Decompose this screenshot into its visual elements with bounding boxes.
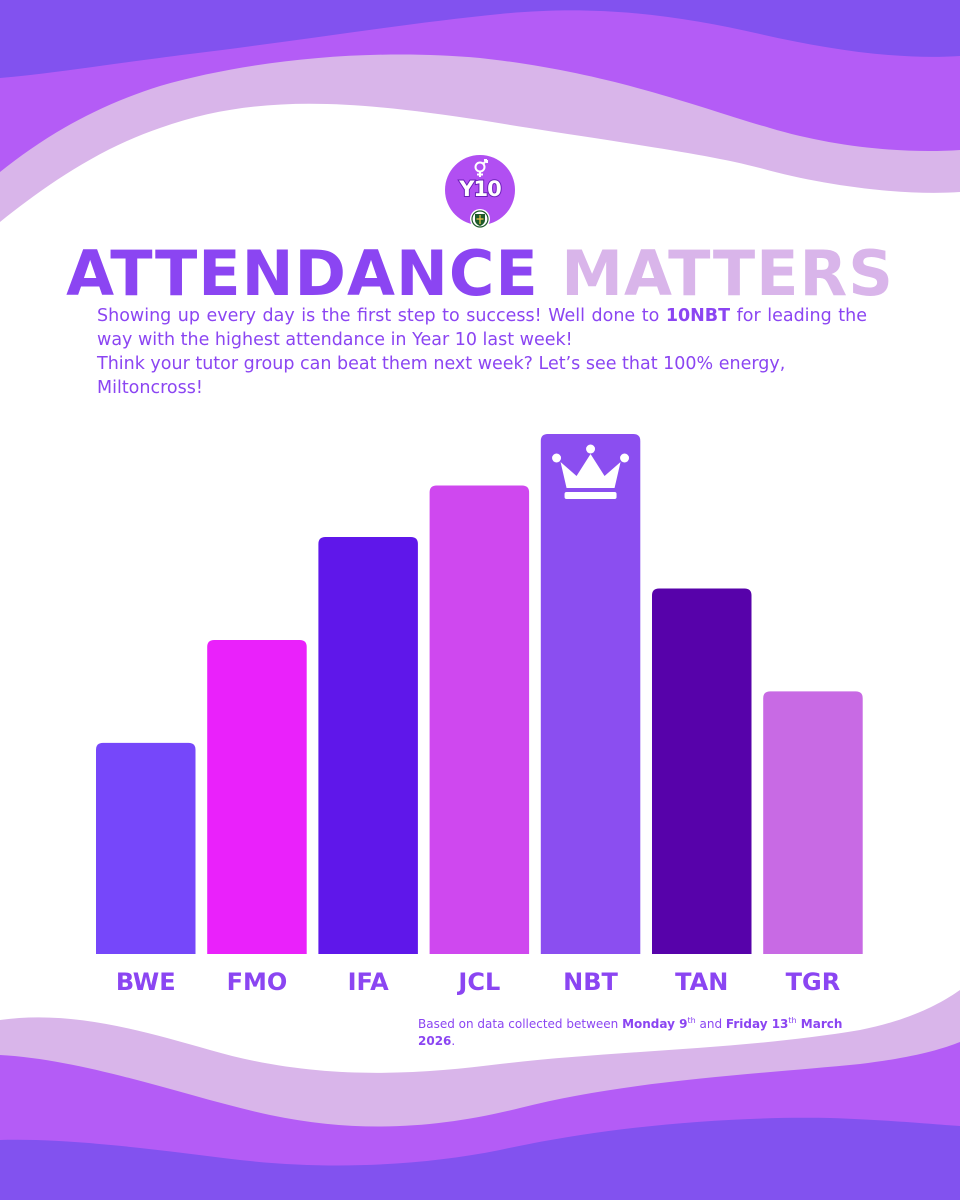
- school-crest-icon: [470, 209, 490, 229]
- bar-jcl: [429, 485, 530, 954]
- footnote-prefix: Based on data collected between: [418, 1017, 623, 1031]
- footnote-end-sup: th: [788, 1016, 797, 1025]
- bar-fmo: [207, 639, 307, 954]
- title-part-1: ATTENDANCE: [66, 237, 539, 310]
- highlight-group: 10NBT: [665, 306, 731, 326]
- footnote-middle: and: [695, 1017, 726, 1031]
- year-badge: Y10: [443, 153, 517, 233]
- gender-symbol-icon: [474, 159, 488, 177]
- x-tick-label-bwe: BWE: [116, 968, 176, 996]
- bottom-wave-dark: [0, 1117, 960, 1200]
- top-wave-dark: [0, 0, 960, 78]
- badge-label: Y10: [458, 176, 502, 202]
- footnote-start-sup: th: [687, 1016, 696, 1025]
- footnote-end-day: Friday 13: [725, 1017, 789, 1031]
- bar-tan: [652, 588, 752, 954]
- bar-nbt: [540, 434, 641, 954]
- crown-icon: [552, 444, 630, 499]
- x-tick-label-ifa: IFA: [348, 968, 390, 996]
- intro-line1-before: Showing up every day is the first step t…: [97, 306, 666, 326]
- x-tick-label-jcl: JCL: [456, 968, 500, 996]
- intro-paragraph-1: Showing up every day is the first step t…: [97, 304, 867, 352]
- footnote-start-day: Monday 9: [622, 1017, 688, 1031]
- bar-ifa: [318, 536, 418, 954]
- intro-line1-after: for leading the way with the highest att…: [97, 306, 867, 350]
- title-part-2: MATTERS: [561, 237, 894, 310]
- intro-text: Showing up every day is the first step t…: [97, 304, 867, 400]
- intro-paragraph-2: Think your tutor group can beat them nex…: [97, 354, 786, 398]
- footnote-suffix: .: [451, 1034, 456, 1048]
- x-tick-label-fmo: FMO: [227, 968, 288, 996]
- x-tick-label-nbt: NBT: [563, 968, 618, 996]
- bar-tgr: [763, 691, 863, 954]
- badge-circle: [445, 155, 515, 225]
- bar-bwe: [96, 742, 196, 954]
- footnote-end-rest: March 2026: [418, 1017, 843, 1048]
- data-footnote: Based on data collected between Monday 9…: [418, 1016, 868, 1050]
- x-tick-label-tan: TAN: [675, 968, 728, 996]
- x-tick-label-tgr: TGR: [786, 968, 841, 996]
- page-title: ATTENDANCE MATTERS: [0, 238, 960, 310]
